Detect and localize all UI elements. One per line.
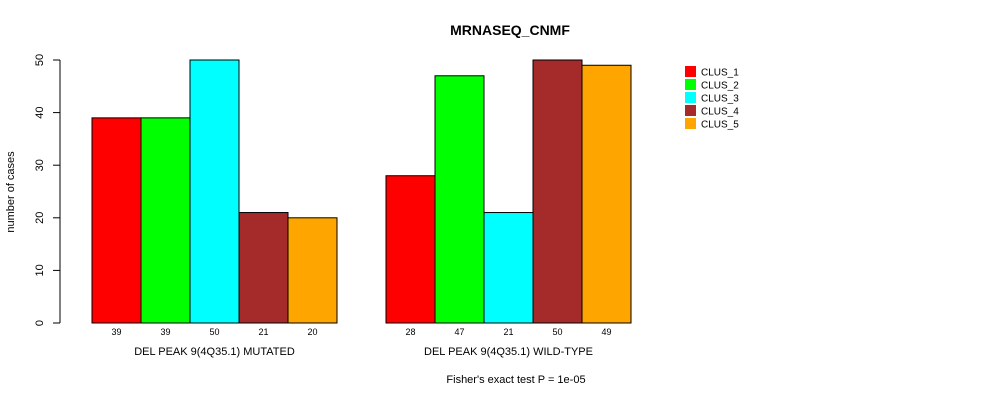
fisher-test-footnote: Fisher's exact test P = 1e-05 xyxy=(446,374,585,386)
bar-clus-3 xyxy=(483,212,534,324)
legend-item: CLUS_5 xyxy=(685,118,739,131)
y-tick-label: 10 xyxy=(34,264,46,276)
bar-clus-5 xyxy=(581,64,632,324)
legend-item: CLUS_3 xyxy=(685,92,739,105)
y-tick-label: 30 xyxy=(34,159,46,171)
bar-clus-2 xyxy=(140,117,191,324)
y-axis-label: number of cases xyxy=(5,151,17,233)
bar-clus-1 xyxy=(91,117,142,324)
bar-count-label: 49 xyxy=(601,327,611,337)
group-label: DEL PEAK 9(4Q35.1) WILD-TYPE xyxy=(424,346,593,358)
bar-clus-4 xyxy=(532,59,583,324)
bar-clus-5 xyxy=(287,217,338,324)
bar-count-label: 39 xyxy=(111,327,121,337)
bar-clus-3 xyxy=(189,59,240,324)
legend-label: CLUS_4 xyxy=(701,107,739,118)
legend-label: CLUS_1 xyxy=(701,68,739,79)
legend-item: CLUS_4 xyxy=(685,105,739,118)
bar-group: 39 39 50 21 20 DEL PEAK 9(4Q35.1) MUTATED xyxy=(91,59,338,358)
legend: CLUS_1 CLUS_2 CLUS_3 CLUS_4 CLUS_5 xyxy=(685,66,739,131)
y-tick-label: 50 xyxy=(34,54,46,66)
legend-swatch xyxy=(685,105,696,116)
bar-count-label: 28 xyxy=(405,327,415,337)
legend-swatch xyxy=(685,79,696,90)
y-tick-label: 40 xyxy=(34,106,46,118)
bar-group: 28 47 21 50 49 DEL PEAK 9(4Q35.1) WILD-TYPE xyxy=(385,59,632,358)
legend-swatch xyxy=(685,92,696,103)
bar-count-label: 50 xyxy=(209,327,219,337)
group-label: DEL PEAK 9(4Q35.1) MUTATED xyxy=(134,346,295,358)
bar-count-label: 21 xyxy=(258,327,268,337)
legend-label: CLUS_3 xyxy=(701,94,739,105)
bar-clus-1 xyxy=(385,175,436,324)
bar-count-label: 20 xyxy=(307,327,317,337)
legend-label: CLUS_2 xyxy=(701,81,739,92)
legend-swatch xyxy=(685,66,696,77)
bar-clus-4 xyxy=(238,212,289,324)
bar-clus-2 xyxy=(434,75,485,324)
bars: 39 39 50 21 20 DEL PEAK 9(4Q35.1) MUTATED 28 47… xyxy=(91,59,632,358)
legend-swatch xyxy=(685,118,696,129)
legend-label: CLUS_5 xyxy=(701,120,739,131)
bar-count-label: 47 xyxy=(454,327,464,337)
y-tick-label: 20 xyxy=(34,212,46,224)
legend-item: CLUS_2 xyxy=(685,79,739,92)
y-axis: 0 10 20 30 40 50 xyxy=(34,54,61,326)
bar-count-label: 21 xyxy=(503,327,513,337)
legend-item: CLUS_1 xyxy=(685,66,739,79)
bar-count-label: 39 xyxy=(160,327,170,337)
y-tick-label: 0 xyxy=(34,320,46,326)
bar-count-label: 50 xyxy=(552,327,562,337)
chart-title: MRNASEQ_CNMF xyxy=(450,22,570,38)
